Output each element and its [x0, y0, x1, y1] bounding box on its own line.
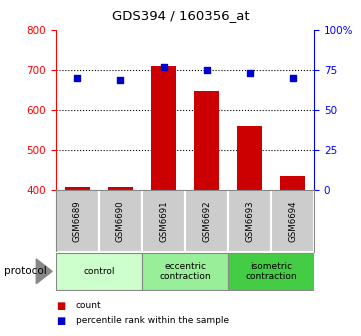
Bar: [65, 187, 90, 190]
Text: GSM6692: GSM6692: [202, 200, 211, 242]
Point: [290, 76, 295, 81]
Bar: [99, 190, 142, 252]
Text: GDS394 / 160356_at: GDS394 / 160356_at: [112, 9, 249, 22]
Bar: [228, 190, 271, 252]
Point: [247, 71, 252, 76]
Text: ■: ■: [56, 301, 65, 311]
Bar: [56, 190, 99, 252]
Text: percentile rank within the sample: percentile rank within the sample: [76, 317, 229, 325]
Text: protocol: protocol: [4, 266, 46, 276]
Point: [75, 76, 81, 81]
Polygon shape: [36, 259, 52, 284]
Bar: [151, 66, 177, 190]
Text: GSM6690: GSM6690: [116, 200, 125, 242]
Text: eccentric
contraction: eccentric contraction: [159, 262, 211, 281]
Text: ■: ■: [56, 316, 65, 326]
Point: [161, 64, 166, 70]
Bar: [280, 176, 305, 190]
Text: isometric
contraction: isometric contraction: [245, 262, 297, 281]
Bar: [108, 187, 134, 190]
Bar: [56, 253, 142, 290]
Point: [204, 68, 209, 73]
Text: count: count: [76, 301, 101, 310]
Text: GSM6693: GSM6693: [245, 200, 254, 242]
Point: [118, 77, 123, 82]
Text: control: control: [83, 267, 115, 276]
Bar: [185, 190, 228, 252]
Bar: [228, 253, 314, 290]
Bar: [142, 253, 228, 290]
Bar: [142, 190, 185, 252]
Text: GSM6691: GSM6691: [159, 200, 168, 242]
Bar: [271, 190, 314, 252]
Text: GSM6689: GSM6689: [73, 200, 82, 242]
Text: GSM6694: GSM6694: [288, 200, 297, 242]
Bar: [193, 91, 219, 190]
Bar: [237, 126, 262, 190]
